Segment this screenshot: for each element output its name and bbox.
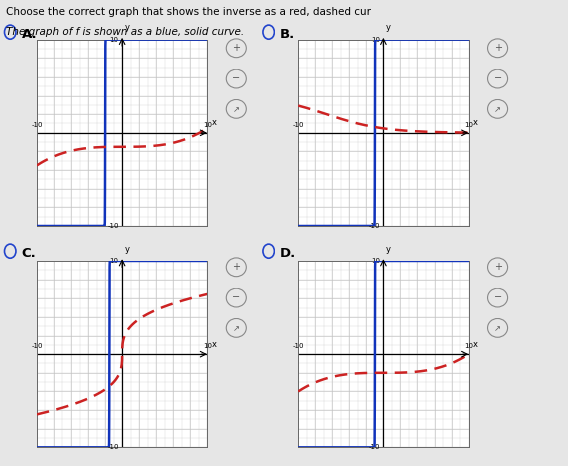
Text: D.: D.: [280, 247, 296, 260]
Text: A.: A.: [22, 28, 37, 41]
Text: +: +: [232, 261, 240, 272]
Text: 10: 10: [203, 343, 212, 350]
Text: -10: -10: [107, 445, 119, 450]
Text: B.: B.: [280, 28, 295, 41]
Text: y: y: [124, 23, 130, 32]
Text: x: x: [211, 118, 216, 127]
Text: x: x: [211, 340, 216, 349]
Text: +: +: [494, 42, 502, 53]
Text: -10: -10: [31, 343, 43, 350]
Text: x: x: [473, 118, 478, 127]
Text: −: −: [494, 292, 502, 302]
Text: +: +: [494, 261, 502, 272]
Text: 10: 10: [110, 258, 119, 264]
Text: 10: 10: [371, 37, 380, 42]
Text: The graph of f is shown as a blue, solid curve.: The graph of f is shown as a blue, solid…: [6, 27, 244, 37]
Text: −: −: [494, 73, 502, 83]
Text: ↗: ↗: [494, 105, 501, 115]
Text: -10: -10: [293, 343, 304, 350]
Text: 10: 10: [371, 258, 380, 264]
Text: y: y: [124, 245, 130, 254]
Text: +: +: [232, 42, 240, 53]
Text: −: −: [232, 73, 240, 83]
Text: ↗: ↗: [494, 324, 501, 334]
Text: 10: 10: [203, 122, 212, 128]
Text: -10: -10: [369, 445, 380, 450]
Text: -10: -10: [107, 223, 119, 229]
Text: −: −: [232, 292, 240, 302]
Text: -10: -10: [31, 122, 43, 128]
Text: 10: 10: [464, 343, 473, 350]
Text: 10: 10: [464, 122, 473, 128]
Text: 10: 10: [110, 37, 119, 42]
Text: C.: C.: [22, 247, 36, 260]
Text: -10: -10: [293, 122, 304, 128]
Text: -10: -10: [369, 223, 380, 229]
Text: x: x: [473, 340, 478, 349]
Text: y: y: [386, 23, 391, 32]
Text: y: y: [386, 245, 391, 254]
Text: Choose the correct graph that shows the inverse as a red, dashed cur: Choose the correct graph that shows the …: [6, 7, 371, 17]
Text: ↗: ↗: [233, 324, 240, 334]
Text: ↗: ↗: [233, 105, 240, 115]
